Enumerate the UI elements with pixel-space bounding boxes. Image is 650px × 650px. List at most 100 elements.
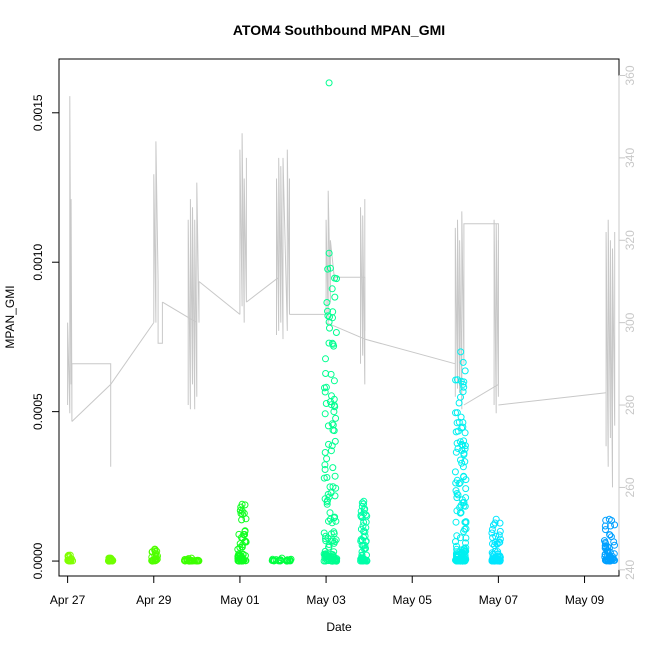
data-point — [323, 474, 331, 481]
data-point-max — [492, 515, 500, 523]
data-point-max — [605, 515, 613, 523]
data-point — [452, 487, 460, 495]
data-point — [327, 447, 335, 455]
data-point — [458, 496, 466, 504]
data-point — [322, 355, 329, 363]
y-axis-left: 0.0000 0.0005 0.0010 0.0015 — [31, 94, 60, 579]
y2-tick-label: 260 — [623, 477, 637, 497]
data-point — [242, 515, 250, 523]
data-point — [67, 555, 75, 563]
x-axis: Apr 27 Apr 29 May 01 May 03 May 05 May 07 May … — [50, 575, 605, 607]
data-point — [323, 455, 331, 463]
x-tick-label: May 03 — [306, 593, 346, 607]
point-cluster-9 — [488, 515, 504, 565]
x-tick-label: May 01 — [220, 593, 260, 607]
altitude-line-segment-5 — [198, 281, 241, 315]
data-point — [453, 542, 460, 550]
data-point — [322, 370, 330, 377]
y-tick-label: 0.0015 — [31, 94, 45, 131]
data-point — [329, 554, 337, 562]
data-point — [322, 537, 330, 545]
data-point — [496, 519, 504, 527]
y2-tick-label: 300 — [623, 312, 637, 332]
data-point — [461, 367, 469, 375]
x-tick-label: May 09 — [565, 593, 605, 607]
data-point — [362, 511, 370, 519]
data-point — [451, 468, 459, 476]
x-tick-label: Apr 29 — [136, 593, 172, 607]
data-point — [324, 307, 331, 315]
data-point — [602, 543, 610, 551]
altitude-line-segment-8 — [276, 149, 290, 340]
data-point-max — [457, 348, 465, 356]
data-point — [238, 543, 246, 551]
altitude-line-segment-7 — [246, 276, 280, 303]
data-point — [329, 340, 337, 348]
y2-tick-label: 240 — [623, 559, 637, 579]
data-point — [490, 521, 497, 529]
data-point-outlier — [325, 249, 333, 257]
data-point — [462, 485, 470, 493]
point-cluster-3 — [181, 554, 203, 565]
data-point — [455, 480, 463, 488]
point-cluster-7 — [357, 497, 371, 565]
data-point — [329, 464, 337, 472]
altitude-line-segment-15 — [463, 383, 499, 406]
data-point — [460, 383, 468, 391]
altitude-line-segment-4 — [187, 182, 200, 410]
data-point — [607, 533, 615, 541]
data-point — [238, 507, 246, 515]
data-point — [452, 428, 460, 436]
data-point — [329, 308, 337, 316]
data-point — [234, 554, 242, 562]
data-point — [325, 517, 332, 525]
data-point — [358, 499, 366, 507]
data-point — [496, 557, 504, 565]
data-point — [607, 557, 615, 565]
data-point — [494, 548, 502, 556]
data-point — [601, 539, 609, 546]
data-point — [496, 554, 503, 562]
data-point — [492, 532, 500, 540]
data-point-max — [278, 554, 286, 562]
data-point — [453, 507, 461, 515]
data-point — [457, 456, 464, 464]
altitude-line-segment-14 — [454, 211, 499, 410]
chart-title: ATOM4 Southbound MPAN_GMI — [233, 22, 445, 38]
data-point — [601, 522, 609, 530]
data-point — [235, 551, 242, 559]
data-point-max — [238, 500, 246, 508]
point-cluster-5 — [268, 554, 295, 565]
data-point — [328, 420, 336, 428]
point-cluster-4 — [234, 500, 250, 565]
data-point — [324, 422, 332, 430]
data-point — [152, 549, 160, 557]
data-point — [602, 526, 609, 534]
data-point — [321, 466, 329, 473]
data-point — [332, 517, 340, 525]
altitude-line-segment-13 — [364, 338, 456, 365]
data-point — [459, 423, 467, 431]
data-point — [461, 525, 469, 533]
data-point — [459, 499, 467, 507]
data-point — [461, 442, 469, 450]
data-point — [454, 555, 462, 563]
point-cluster-10 — [601, 515, 619, 565]
data-point-max — [66, 551, 74, 559]
data-point — [606, 531, 614, 539]
data-point — [459, 388, 467, 396]
y2-tick-label: 340 — [623, 148, 637, 168]
y2-tick-label: 360 — [623, 65, 637, 85]
data-point — [357, 525, 365, 533]
data-point — [327, 530, 335, 538]
data-point — [327, 401, 335, 409]
data-point — [325, 543, 333, 551]
data-point — [491, 519, 499, 527]
data-point — [460, 437, 468, 445]
data-point — [461, 429, 469, 437]
data-point — [331, 293, 339, 301]
altitude-line-segment-0 — [67, 96, 112, 467]
data-point — [496, 527, 504, 535]
data-point — [331, 492, 339, 500]
